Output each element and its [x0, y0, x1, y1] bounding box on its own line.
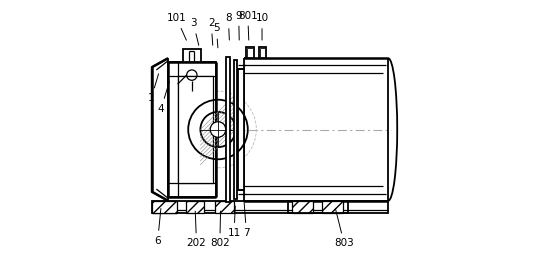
Text: 802: 802 — [210, 211, 230, 248]
Text: 2: 2 — [208, 18, 214, 45]
Bar — [247, 48, 253, 57]
Bar — [260, 48, 266, 57]
Bar — [238, 69, 245, 190]
Text: 801: 801 — [238, 11, 258, 40]
Bar — [258, 47, 267, 58]
Bar — [293, 201, 313, 213]
Text: 803: 803 — [334, 208, 354, 248]
Text: 3: 3 — [190, 18, 199, 45]
Circle shape — [210, 122, 226, 137]
Bar — [168, 62, 216, 197]
Bar — [178, 76, 213, 183]
Text: 101: 101 — [167, 13, 186, 40]
Text: 11: 11 — [228, 206, 241, 238]
Polygon shape — [152, 58, 168, 201]
Bar — [322, 201, 343, 213]
Bar — [153, 201, 177, 213]
Bar — [215, 201, 234, 213]
Bar — [186, 201, 204, 213]
Text: 202: 202 — [187, 211, 207, 248]
Text: 1: 1 — [148, 74, 159, 103]
Bar — [289, 201, 348, 213]
Bar — [246, 47, 254, 58]
Bar — [152, 201, 388, 213]
Text: 5: 5 — [213, 24, 220, 48]
Text: 10: 10 — [256, 13, 268, 40]
Text: 9: 9 — [235, 11, 242, 40]
Bar — [225, 57, 230, 202]
Text: 4: 4 — [158, 82, 169, 114]
Bar — [183, 49, 201, 62]
Text: 8: 8 — [225, 13, 231, 40]
Text: 7: 7 — [243, 201, 250, 238]
Text: 6: 6 — [154, 208, 161, 246]
Bar — [234, 60, 237, 199]
